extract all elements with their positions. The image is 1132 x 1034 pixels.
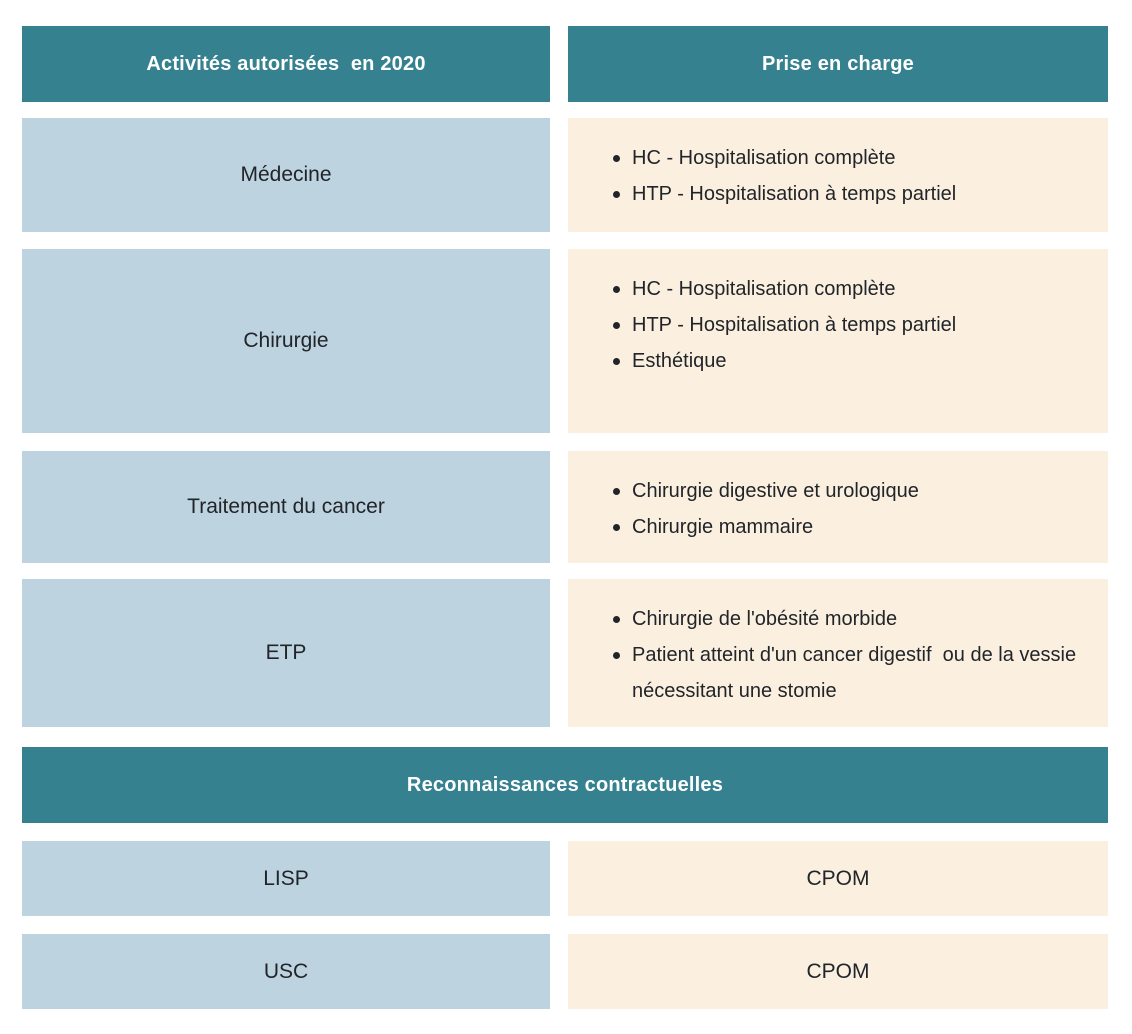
care-item: Esthétique xyxy=(610,343,1088,379)
authorized-activities-table: Activités autorisées en 2020 Prise en ch… xyxy=(22,26,1132,1009)
activity-cell-traitement-du-cancer: Traitement du cancer xyxy=(22,451,550,563)
care-list: HC - Hospitalisation complète HTP - Hosp… xyxy=(610,271,1088,379)
recognition-cell-lisp: LISP xyxy=(22,841,550,916)
table-row: USC CPOM xyxy=(22,934,1132,1009)
care-item: Chirurgie digestive et urologique xyxy=(610,473,1088,509)
care-item: HTP - Hospitalisation à temps partiel xyxy=(610,307,1088,343)
care-item: Chirurgie mammaire xyxy=(610,509,1088,545)
table-row: LISP CPOM xyxy=(22,841,1132,916)
care-list: Chirurgie de l'obésité morbide Patient a… xyxy=(610,601,1088,709)
recognition-value-usc: CPOM xyxy=(568,934,1108,1009)
table-row: Chirurgie HC - Hospitalisation complète … xyxy=(22,249,1132,433)
recognition-value-lisp: CPOM xyxy=(568,841,1108,916)
table-row: ETP Chirurgie de l'obésité morbide Patie… xyxy=(22,579,1132,727)
activity-cell-medecine: Médecine xyxy=(22,118,550,232)
table-row: Médecine HC - Hospitalisation complète H… xyxy=(22,118,1132,232)
header-row: Activités autorisées en 2020 Prise en ch… xyxy=(22,26,1132,102)
care-list: HC - Hospitalisation complète HTP - Hosp… xyxy=(610,140,1088,212)
activity-cell-chirurgie: Chirurgie xyxy=(22,249,550,433)
care-item: HTP - Hospitalisation à temps partiel xyxy=(610,176,1088,212)
care-item: HC - Hospitalisation complète xyxy=(610,271,1088,307)
recognition-cell-usc: USC xyxy=(22,934,550,1009)
care-item: Chirurgie de l'obésité morbide xyxy=(610,601,1088,637)
care-item: Patient atteint d'un cancer digestif ou … xyxy=(610,637,1088,709)
care-item: HC - Hospitalisation complète xyxy=(610,140,1088,176)
activity-cell-etp: ETP xyxy=(22,579,550,727)
section-header-reconnaissances-contractuelles: Reconnaissances contractuelles xyxy=(22,747,1108,823)
care-cell-traitement-du-cancer: Chirurgie digestive et urologique Chirur… xyxy=(568,451,1108,563)
care-cell-etp: Chirurgie de l'obésité morbide Patient a… xyxy=(568,579,1108,727)
table-row: Traitement du cancer Chirurgie digestive… xyxy=(22,451,1132,563)
care-list: Chirurgie digestive et urologique Chirur… xyxy=(610,473,1088,545)
section-header-row: Reconnaissances contractuelles xyxy=(22,747,1132,823)
care-cell-medecine: HC - Hospitalisation complète HTP - Hosp… xyxy=(568,118,1108,232)
column-header-activities: Activités autorisées en 2020 xyxy=(22,26,550,102)
care-cell-chirurgie: HC - Hospitalisation complète HTP - Hosp… xyxy=(568,249,1108,433)
column-header-care: Prise en charge xyxy=(568,26,1108,102)
